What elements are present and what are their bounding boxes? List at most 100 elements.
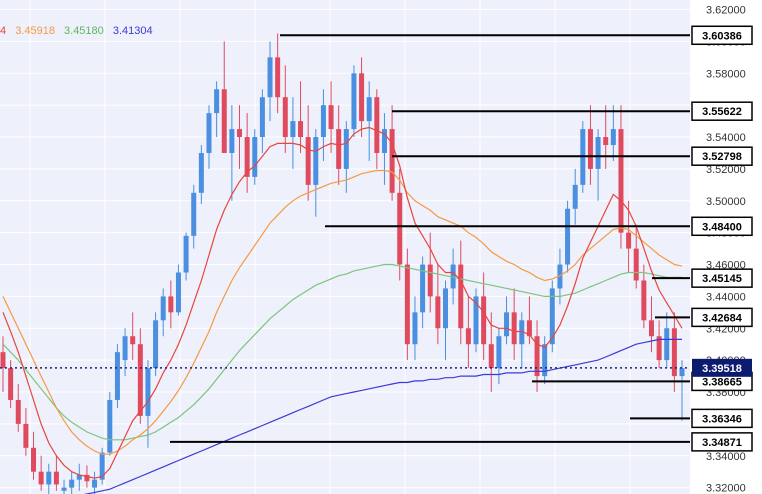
candle-body: [465, 328, 471, 345]
candle-body: [450, 264, 456, 289]
candle-body: [641, 280, 647, 321]
legend-value-orange: 3.45918: [15, 25, 55, 37]
level-label: 3.48400: [702, 221, 742, 233]
candle-body: [542, 344, 548, 377]
candle-body: [137, 344, 143, 416]
candle-body: [572, 184, 578, 209]
candle-body: [282, 97, 288, 138]
candle-body: [610, 129, 616, 146]
candle-body: [435, 296, 441, 329]
level-label-box: [691, 307, 753, 328]
candle-body: [69, 479, 75, 488]
candle-body: [313, 137, 319, 185]
candle-body: [191, 192, 197, 236]
candle-body: [122, 336, 128, 361]
candle-body: [46, 471, 52, 485]
y-tick-label: 3.62000: [706, 5, 746, 17]
candle-body: [23, 423, 29, 448]
level-label-box: [691, 216, 753, 237]
candle-body: [252, 137, 258, 177]
candle-body: [442, 288, 448, 329]
candle-body: [61, 487, 67, 491]
level-label: 3.60386: [702, 30, 742, 42]
candle-body: [84, 474, 90, 482]
level-label-box: [691, 146, 753, 166]
candle-body: [351, 73, 357, 130]
candle-body: [595, 137, 601, 169]
candle-body: [526, 320, 532, 337]
candle-body: [267, 57, 273, 98]
candle-body: [420, 264, 426, 313]
candle-body: [374, 97, 380, 153]
candle-body: [259, 97, 265, 138]
candle-body: [389, 129, 395, 193]
candle-body: [381, 129, 387, 153]
candle-body: [511, 312, 517, 345]
level-label-box: [691, 268, 753, 288]
y-tick-label: 3.34000: [706, 451, 746, 463]
level-label: 3.38665: [702, 376, 742, 388]
candle-body: [549, 288, 555, 345]
candle-body: [603, 137, 609, 146]
candle-body: [343, 129, 349, 169]
candle-body: [99, 452, 105, 480]
candle-body: [488, 344, 494, 369]
level-label-box: [691, 101, 753, 121]
candle-body: [412, 312, 418, 345]
level-label-box: [691, 408, 753, 429]
y-tick-label: 3.50000: [706, 196, 746, 208]
candle-body: [244, 137, 250, 177]
candle-body: [305, 137, 311, 185]
candle-body: [38, 471, 44, 485]
candle-body: [175, 272, 181, 313]
candle-body: [92, 479, 98, 488]
candle-body: [671, 328, 677, 377]
candle-body: [404, 264, 410, 345]
candle-body: [633, 248, 639, 281]
level-label: 3.55622: [702, 106, 742, 118]
candle-body: [587, 129, 593, 169]
candle-body: [618, 129, 624, 233]
legend-value-red: 4: [0, 25, 7, 37]
current-price-label-box: [692, 358, 752, 377]
y-tick-label: 3.32000: [706, 483, 746, 494]
y-tick-label: 3.58000: [706, 68, 746, 80]
candle-body: [473, 296, 479, 345]
candle-body: [8, 368, 14, 400]
candle-body: [145, 368, 151, 416]
candle-body: [328, 105, 334, 130]
candle-body: [15, 399, 21, 424]
current-price-label: 3.39518: [702, 363, 742, 375]
candle-body: [221, 89, 227, 153]
candle-body: [397, 192, 403, 265]
y-tick-label: 3.44000: [706, 291, 746, 303]
candle-body: [565, 208, 571, 265]
moving-average-green: [2, 263, 682, 441]
candle-body: [481, 296, 487, 345]
candle-body: [320, 105, 326, 138]
candle-body: [679, 368, 685, 377]
candle-body: [366, 97, 372, 122]
candle-body: [107, 399, 113, 453]
level-label: 3.52798: [702, 151, 742, 163]
candle-body: [519, 320, 525, 345]
candle-body: [237, 129, 243, 138]
legend-value-blue: 3.41304: [112, 25, 153, 37]
moving-average-orange: [2, 169, 683, 455]
candle-body: [130, 336, 136, 345]
candle-body: [336, 129, 342, 169]
candle-body: [458, 264, 464, 329]
level-label: 3.45145: [702, 273, 742, 285]
candle-body: [206, 113, 212, 153]
level-label: 3.34871: [702, 437, 742, 449]
candle-body: [153, 320, 159, 369]
level-label-box: [691, 432, 753, 452]
candle-body: [31, 447, 37, 472]
candle-body: [504, 312, 510, 337]
candle-body: [53, 471, 59, 485]
candle-body: [496, 336, 502, 369]
candle-body: [229, 129, 235, 153]
candle-body: [214, 89, 220, 114]
